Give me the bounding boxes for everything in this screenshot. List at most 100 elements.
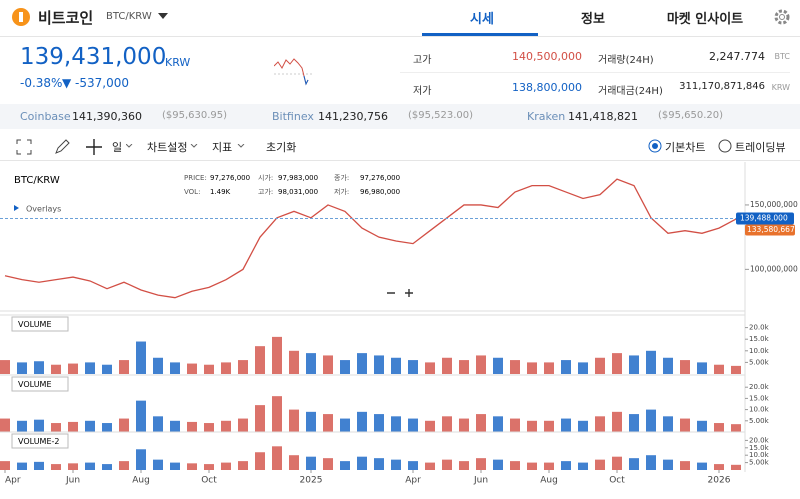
volume-bar: [153, 459, 163, 470]
stat-value: 2,247.774: [709, 50, 765, 63]
volume-bar: [595, 459, 605, 470]
volume-bar: [374, 355, 384, 374]
info-value: 96,980,000: [360, 188, 400, 196]
y-tick-label: 20.0k: [749, 324, 770, 332]
radio-off[interactable]: [718, 139, 732, 153]
volume-bar: [697, 362, 707, 374]
tab[interactable]: 마켓 인사이트: [666, 12, 744, 27]
info-value: 1.49K: [210, 188, 231, 196]
volume-bar: [612, 411, 622, 432]
tab[interactable]: 정보: [581, 12, 605, 27]
tab[interactable]: 시세: [470, 12, 494, 27]
volume-bar: [323, 458, 333, 470]
stat-label: 고가: [413, 55, 432, 66]
tool-icons[interactable]: [16, 139, 116, 155]
volume-bar: [561, 360, 571, 374]
volume-bar: [306, 353, 316, 374]
volume-bar: [629, 458, 639, 470]
volume-bar: [289, 455, 299, 470]
radio-on[interactable]: [648, 139, 662, 153]
volume-bar: [51, 423, 61, 432]
chart-title: BTC/KRW: [14, 175, 60, 186]
menu[interactable]: 일: [112, 141, 123, 154]
volume-bar: [170, 420, 180, 432]
volume-bar: [0, 461, 10, 470]
y-tick-label: 10.0k: [749, 451, 770, 459]
volume-bar: [544, 462, 554, 470]
volume-bar: [85, 420, 95, 432]
exchange-name: Bitfinex: [272, 110, 314, 123]
volume-bar: [544, 420, 554, 432]
volume-bar: [459, 418, 469, 432]
volume-bar: [663, 357, 673, 374]
sparkline: [274, 58, 314, 86]
y-tick-label: 150,000,000: [750, 200, 798, 209]
volume-bar: [408, 461, 418, 470]
reset[interactable]: 초기화: [266, 141, 297, 154]
view-option[interactable]: 기본차트: [665, 141, 706, 154]
volume-bar: [340, 418, 350, 432]
menu[interactable]: 차트설정: [147, 141, 188, 154]
view-option[interactable]: 트레이딩뷰: [735, 141, 786, 154]
volume-bar: [204, 464, 214, 470]
volume-bar: [425, 362, 435, 374]
volume-bar: [391, 459, 401, 470]
exchange-bar: Coinbase 141,390,360 ($95,630.95) Bitfin…: [0, 104, 800, 129]
overlays: Overlays: [26, 205, 61, 214]
x-tick-label: Apr: [5, 476, 21, 486]
volume-bar: [221, 420, 231, 432]
exchange-price: 141,390,360: [72, 110, 142, 123]
y-tick-label: 20.0k: [749, 383, 770, 391]
y-tick-label: 15.0k: [749, 444, 770, 452]
dropdown[interactable]: [158, 12, 168, 20]
volume-bar: [51, 364, 61, 374]
volume-bar: [408, 360, 418, 374]
volume-bar: [34, 419, 44, 432]
panel-label: VOLUME-2: [18, 437, 59, 446]
volume-bar: [289, 350, 299, 374]
volume-bar: [306, 456, 316, 470]
volume-bar: [119, 360, 129, 374]
volume-bar: [476, 458, 486, 470]
y-tick-label: 15.0k: [749, 335, 770, 343]
volume-bar: [204, 364, 214, 374]
panel-label-box: [11, 433, 69, 449]
menu[interactable]: 지표: [212, 141, 233, 154]
panel-label-box: [11, 376, 69, 392]
volume-bar: [136, 341, 146, 374]
x-tick-label: Oct: [201, 476, 217, 486]
volume-bar: [85, 362, 95, 374]
info-label: 시가:: [258, 173, 273, 182]
volume-bar: [578, 362, 588, 374]
x-tick-label: Aug: [132, 476, 150, 486]
settings-icon[interactable]: [773, 8, 791, 26]
stat-value: 138,800,000: [512, 81, 582, 94]
x-tick-label: Oct: [609, 476, 625, 486]
tab-underline: [422, 33, 538, 36]
x-tick-label: Apr: [405, 476, 421, 486]
volume-bar: [527, 420, 537, 432]
info-label: 고가:: [258, 187, 273, 196]
volume-bar: [238, 360, 248, 374]
volume-bar: [51, 464, 61, 470]
volume-bar: [170, 462, 180, 470]
volume-bar: [119, 418, 129, 432]
x-tick-label: 2025: [300, 476, 323, 486]
volume-bar: [493, 357, 503, 374]
exchange-usd: ($95,650.20): [658, 110, 724, 121]
y-tick-label: 10.0k: [749, 406, 770, 414]
change-amount: ▼ -537,000: [62, 76, 129, 90]
volume-bar: [544, 362, 554, 374]
stat-unit: KRW: [771, 83, 790, 92]
y-tick-label: 10.0k: [749, 347, 770, 355]
volume-bar: [595, 357, 605, 374]
volume-bar: [578, 462, 588, 470]
volume-bar: [221, 462, 231, 470]
volume-bar: [17, 362, 27, 374]
chart: BTC/KRW Overlays PRICE: 97,276,000 시가: 97,9…: [0, 162, 798, 486]
info-value: 97,983,000: [278, 174, 318, 182]
volume-bar: [102, 464, 112, 470]
ma-label: 133,580,667: [747, 225, 795, 234]
stat-label: 거래대금(24H): [598, 86, 663, 97]
zoom-buttons[interactable]: [387, 289, 413, 297]
